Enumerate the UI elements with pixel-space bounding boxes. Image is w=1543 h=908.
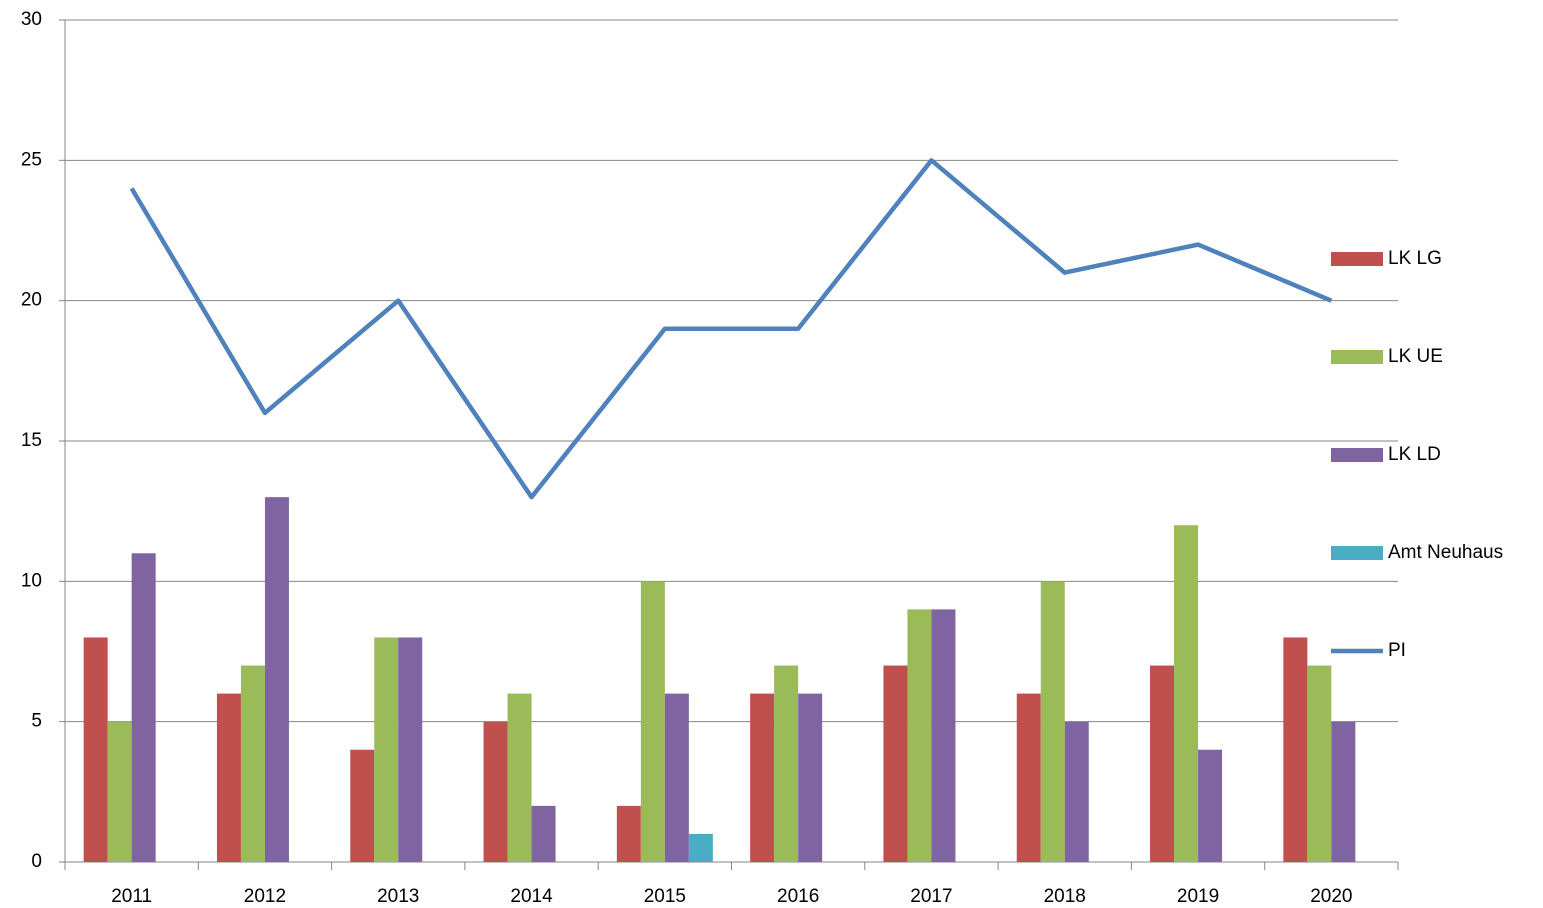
x-tick-label: 2016	[777, 886, 819, 907]
legend-label: Amt Neuhaus	[1388, 542, 1503, 563]
bar	[531, 805, 556, 862]
legend-label: PI	[1388, 640, 1406, 661]
legend-swatch	[1331, 252, 1383, 266]
y-tick-label: 20	[21, 290, 42, 311]
bar	[1150, 665, 1175, 862]
y-tick-label: 5	[31, 711, 42, 732]
bar	[1040, 581, 1065, 862]
y-tick-label: 30	[21, 9, 42, 30]
legend-swatch	[1331, 350, 1383, 364]
legend-swatch	[1331, 546, 1383, 560]
bar	[398, 637, 423, 862]
x-tick-label: 2019	[1177, 886, 1219, 907]
x-tick-label: 2013	[377, 886, 419, 907]
bar	[774, 665, 799, 862]
bar	[1064, 721, 1089, 862]
bar	[883, 665, 908, 862]
x-tick-label: 2011	[111, 886, 152, 907]
bar	[931, 609, 956, 862]
x-tick-label: 2015	[644, 886, 686, 907]
bar	[664, 693, 689, 862]
bar	[616, 805, 641, 862]
bar	[83, 637, 108, 862]
bar	[374, 637, 399, 862]
bar	[798, 693, 823, 862]
bar	[264, 497, 289, 862]
bar	[131, 553, 156, 862]
x-tick-label: 2017	[910, 886, 952, 907]
bar	[640, 581, 665, 862]
bar	[1198, 749, 1223, 862]
x-tick-label: 2020	[1310, 886, 1352, 907]
x-tick-label: 2014	[510, 886, 553, 907]
bar	[1307, 665, 1332, 862]
legend-swatch	[1331, 448, 1383, 462]
bar	[240, 665, 265, 862]
legend-label: LK LG	[1388, 248, 1442, 269]
bar	[216, 693, 241, 862]
bar	[750, 693, 775, 862]
bar	[507, 693, 532, 862]
bar	[1016, 693, 1041, 862]
bar	[107, 721, 132, 862]
line	[129, 158, 1333, 500]
y-tick-label: 25	[21, 149, 42, 170]
y-tick-label: 0	[31, 851, 42, 872]
y-tick-label: 15	[21, 430, 42, 451]
legend-label: LK UE	[1388, 346, 1443, 367]
bar	[1331, 721, 1356, 862]
x-tick-label: 2018	[1044, 886, 1086, 907]
x-tick-label: 2012	[244, 886, 286, 907]
bar	[350, 749, 375, 862]
bar	[1283, 637, 1308, 862]
bar	[907, 609, 932, 862]
bar	[1174, 525, 1199, 862]
bar	[688, 833, 713, 862]
bar	[483, 721, 508, 862]
legend-label: LK LD	[1388, 444, 1441, 465]
y-tick-label: 10	[21, 570, 42, 591]
